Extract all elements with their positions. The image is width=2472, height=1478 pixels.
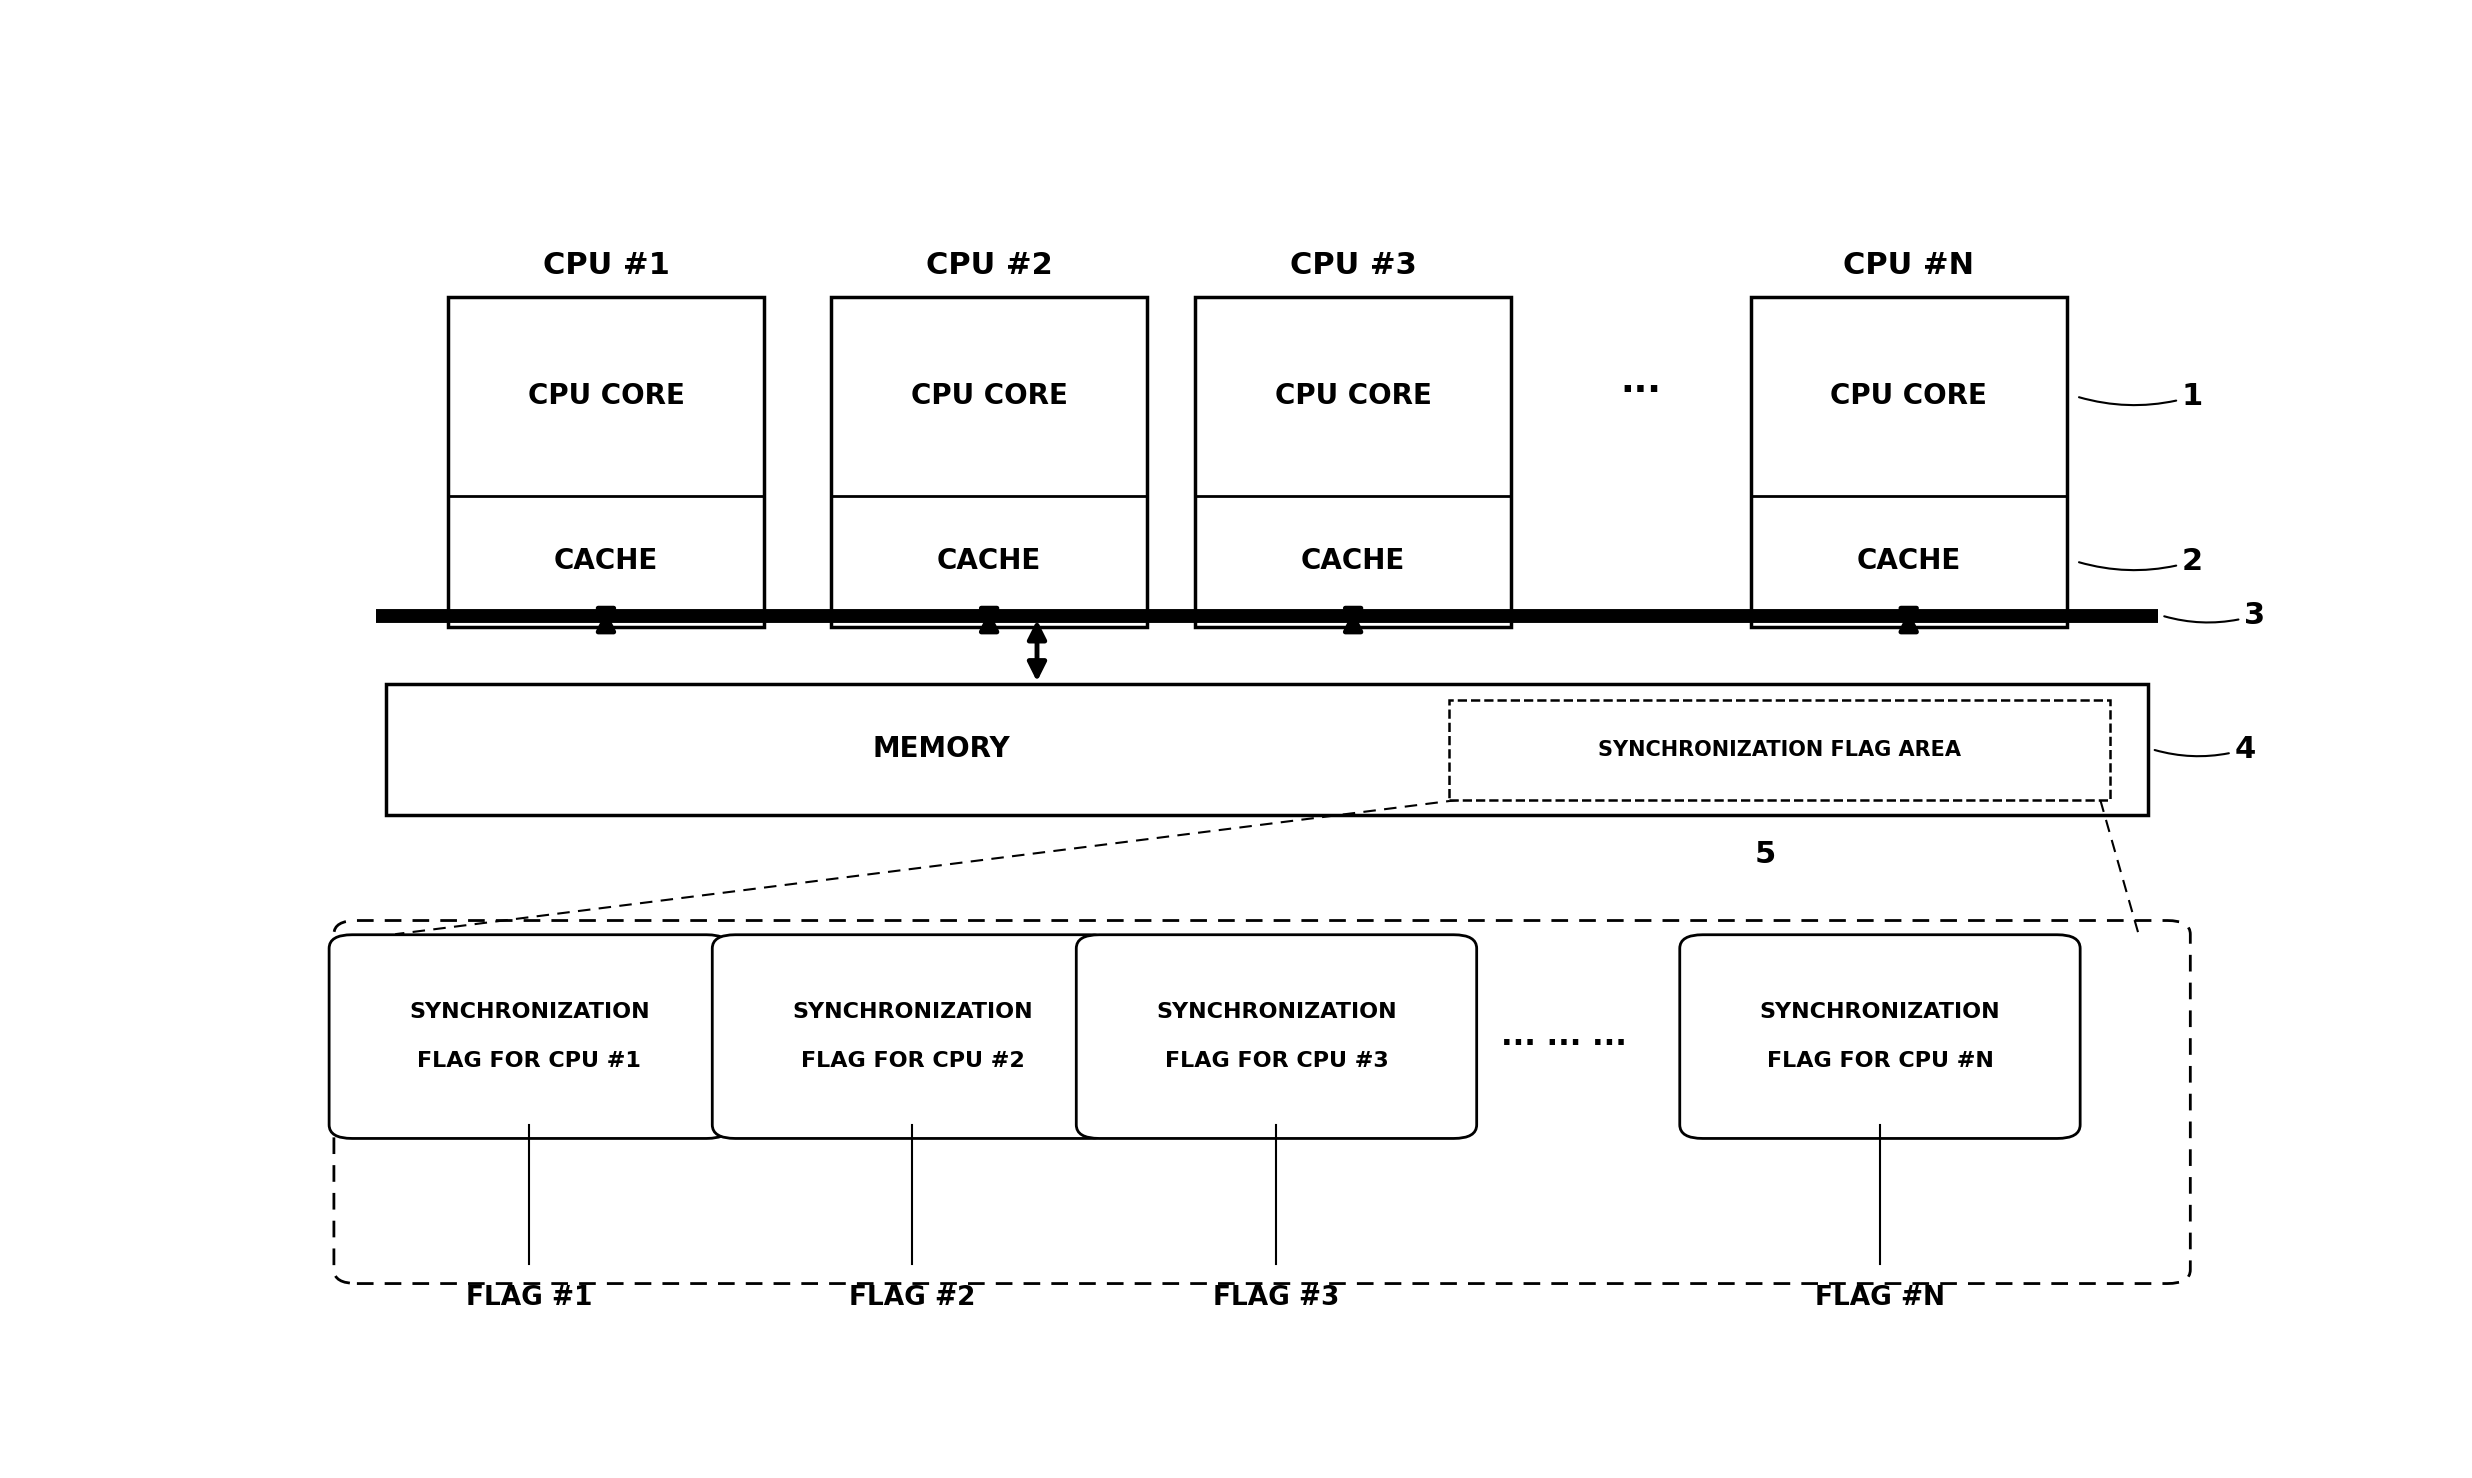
Text: CACHE: CACHE (1300, 547, 1404, 575)
Text: CPU #1: CPU #1 (541, 251, 670, 279)
FancyBboxPatch shape (831, 297, 1147, 627)
Text: FLAG FOR CPU #1: FLAG FOR CPU #1 (418, 1051, 640, 1072)
Text: ...: ... (1619, 365, 1661, 399)
Text: FLAG #1: FLAG #1 (467, 1286, 593, 1311)
Text: CACHE: CACHE (937, 547, 1041, 575)
FancyBboxPatch shape (1449, 699, 2111, 800)
Text: 2: 2 (2079, 547, 2203, 576)
Text: FLAG #N: FLAG #N (1814, 1286, 1945, 1311)
Text: SYNCHRONIZATION: SYNCHRONIZATION (1760, 1002, 2000, 1021)
Text: FLAG #2: FLAG #2 (850, 1286, 976, 1311)
FancyBboxPatch shape (334, 921, 2190, 1283)
Text: CPU CORE: CPU CORE (1829, 383, 1987, 411)
Text: SYNCHRONIZATION: SYNCHRONIZATION (1157, 1002, 1397, 1021)
FancyBboxPatch shape (1750, 297, 2067, 627)
FancyBboxPatch shape (329, 934, 729, 1138)
Text: 5: 5 (1755, 840, 1775, 869)
Text: CPU CORE: CPU CORE (910, 383, 1068, 411)
Text: CPU #2: CPU #2 (925, 251, 1053, 279)
Text: SYNCHRONIZATION: SYNCHRONIZATION (408, 1002, 650, 1021)
FancyBboxPatch shape (386, 684, 2148, 814)
Text: FLAG #3: FLAG #3 (1214, 1286, 1340, 1311)
Text: 4: 4 (2156, 735, 2254, 764)
Text: CACHE: CACHE (554, 547, 658, 575)
Text: FLAG FOR CPU #2: FLAG FOR CPU #2 (801, 1051, 1023, 1072)
FancyBboxPatch shape (447, 297, 764, 627)
Text: ... ... ...: ... ... ... (1501, 1023, 1627, 1051)
Text: 3: 3 (2165, 602, 2264, 630)
Text: SYNCHRONIZATION FLAG AREA: SYNCHRONIZATION FLAG AREA (1597, 740, 1960, 760)
Text: CPU #N: CPU #N (1844, 251, 1975, 279)
Text: MEMORY: MEMORY (873, 735, 1011, 763)
FancyBboxPatch shape (1075, 934, 1476, 1138)
Text: CPU #3: CPU #3 (1290, 251, 1416, 279)
Text: CACHE: CACHE (1856, 547, 1960, 575)
Text: CPU CORE: CPU CORE (527, 383, 685, 411)
FancyBboxPatch shape (1194, 297, 1510, 627)
Text: CPU CORE: CPU CORE (1276, 383, 1431, 411)
Text: 1: 1 (2079, 381, 2203, 411)
Text: SYNCHRONIZATION: SYNCHRONIZATION (791, 1002, 1033, 1021)
Text: FLAG FOR CPU #3: FLAG FOR CPU #3 (1164, 1051, 1389, 1072)
FancyBboxPatch shape (1681, 934, 2079, 1138)
FancyBboxPatch shape (712, 934, 1112, 1138)
Text: FLAG FOR CPU #N: FLAG FOR CPU #N (1767, 1051, 1992, 1072)
